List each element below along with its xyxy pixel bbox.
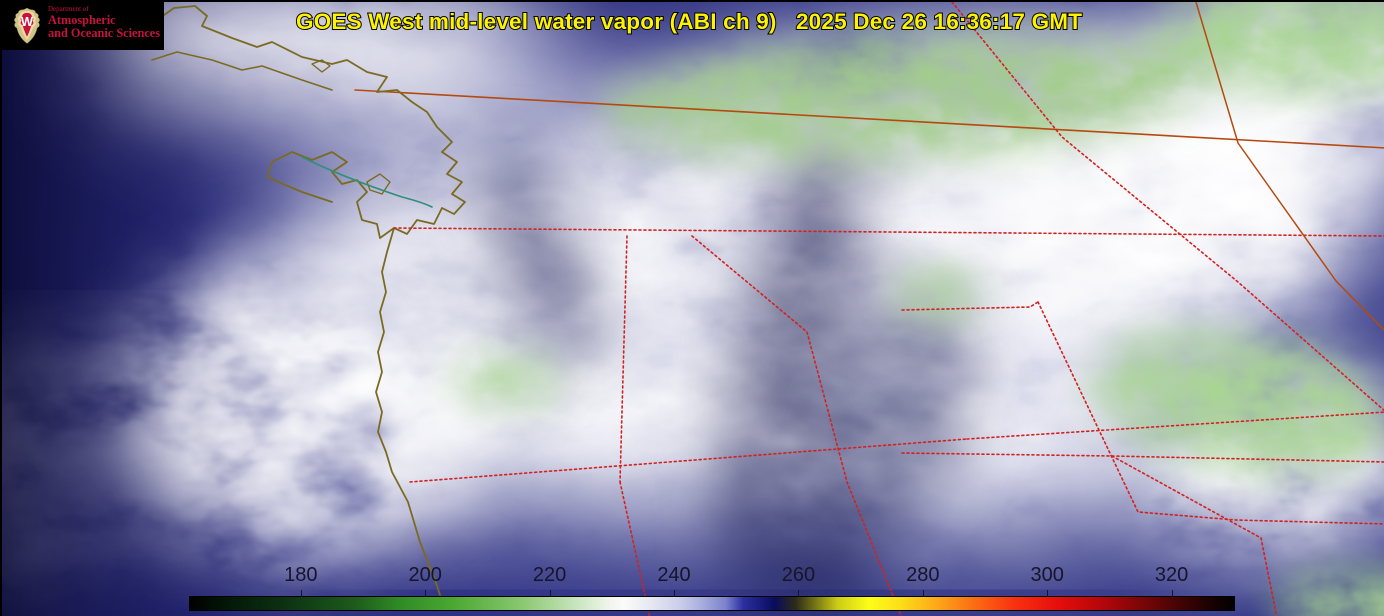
svg-text:W: W bbox=[21, 14, 34, 29]
